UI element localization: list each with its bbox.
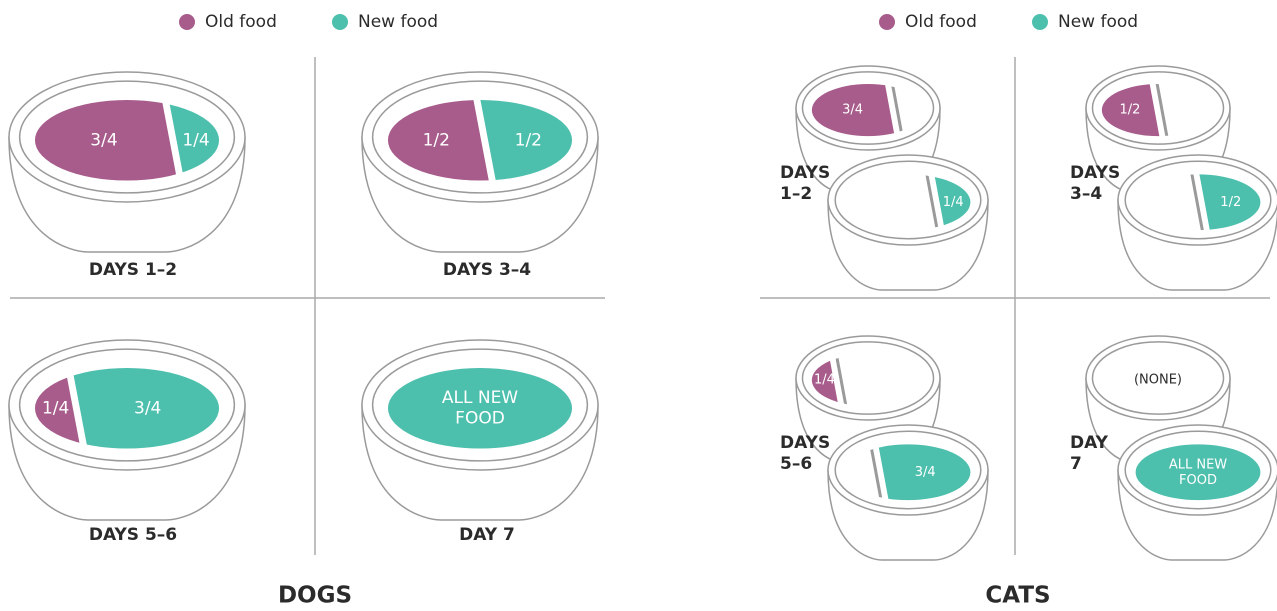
food-label: 1/4 bbox=[943, 195, 964, 210]
food-portion bbox=[877, 444, 971, 501]
panel-label-line: 1–2 bbox=[780, 184, 812, 204]
panel-label: DAYS 3–4 bbox=[443, 260, 531, 280]
panel-label: DAY 7 bbox=[459, 525, 515, 545]
food-portion bbox=[387, 99, 490, 181]
food-portion bbox=[480, 99, 573, 181]
food-portion bbox=[1101, 84, 1160, 137]
panel-label: DAY 7 bbox=[1070, 433, 1109, 474]
panel-label-line: DAY bbox=[1070, 433, 1109, 453]
legend-swatch bbox=[1032, 14, 1048, 30]
food-label: 3/4 bbox=[842, 103, 863, 118]
legend-label: New food bbox=[1058, 12, 1138, 32]
food-label: 1/4 bbox=[182, 130, 209, 150]
food-portion bbox=[811, 84, 895, 137]
food-portion bbox=[1199, 174, 1261, 231]
food-portion bbox=[811, 354, 839, 407]
food-label: ALL NEW FOOD bbox=[442, 388, 518, 428]
legend-label: Old food bbox=[905, 12, 977, 32]
food-portion bbox=[890, 84, 925, 137]
food-label-line: ALL NEW bbox=[1169, 457, 1227, 472]
panel-label: DAYS 1–2 bbox=[89, 260, 177, 280]
food-portion bbox=[168, 99, 220, 181]
legend-swatch bbox=[332, 14, 348, 30]
food-label-line: FOOD bbox=[1179, 473, 1217, 488]
panel-label-line: 5–6 bbox=[780, 454, 812, 474]
legend-swatch bbox=[179, 14, 195, 30]
legend-label: New food bbox=[358, 12, 438, 32]
food-portion bbox=[1155, 84, 1215, 137]
food-label-line: ALL NEW bbox=[442, 388, 518, 408]
food-portion bbox=[845, 444, 883, 501]
food-label: 3/4 bbox=[915, 465, 936, 480]
panel-label: DAYS 5–6 bbox=[89, 525, 177, 545]
food-label: 3/4 bbox=[90, 130, 117, 150]
panel-label: DAYS 1–2 bbox=[780, 163, 830, 204]
panel-label: DAYS 3–4 bbox=[1070, 163, 1120, 204]
panel-label-line: 3–4 bbox=[1070, 184, 1102, 204]
food-label-line: FOOD bbox=[455, 408, 505, 428]
food-label: 1/2 bbox=[1220, 195, 1241, 210]
food-label: 1/2 bbox=[515, 130, 542, 150]
panel-label-line: DAYS bbox=[1070, 163, 1120, 183]
panel-label: DAYS 5–6 bbox=[780, 433, 830, 474]
panel-label-line: DAYS bbox=[780, 433, 830, 453]
food-portion bbox=[845, 174, 940, 231]
food-portion bbox=[1101, 354, 1215, 407]
food-label: 1/4 bbox=[814, 373, 835, 388]
food-label: 1/2 bbox=[423, 130, 450, 150]
food-portion bbox=[1135, 174, 1205, 231]
food-label: 1/4 bbox=[42, 398, 69, 418]
food-portion bbox=[34, 367, 81, 449]
food-label: (NONE) bbox=[1134, 373, 1182, 388]
legend-swatch bbox=[879, 14, 895, 30]
food-label: 3/4 bbox=[134, 398, 161, 418]
legend-label: Old food bbox=[205, 12, 277, 32]
panel-label-line: 7 bbox=[1070, 454, 1082, 474]
food-label: 1/2 bbox=[1119, 103, 1140, 118]
food-label: ALL NEW FOOD bbox=[1169, 457, 1227, 488]
food-portion bbox=[934, 174, 971, 231]
food-portion bbox=[1135, 444, 1261, 501]
food-portion bbox=[387, 367, 573, 449]
section-title: DOGS bbox=[278, 583, 352, 609]
food-portion bbox=[834, 354, 925, 407]
panel-label-line: DAYS bbox=[780, 163, 830, 183]
section-title: CATS bbox=[985, 583, 1050, 609]
